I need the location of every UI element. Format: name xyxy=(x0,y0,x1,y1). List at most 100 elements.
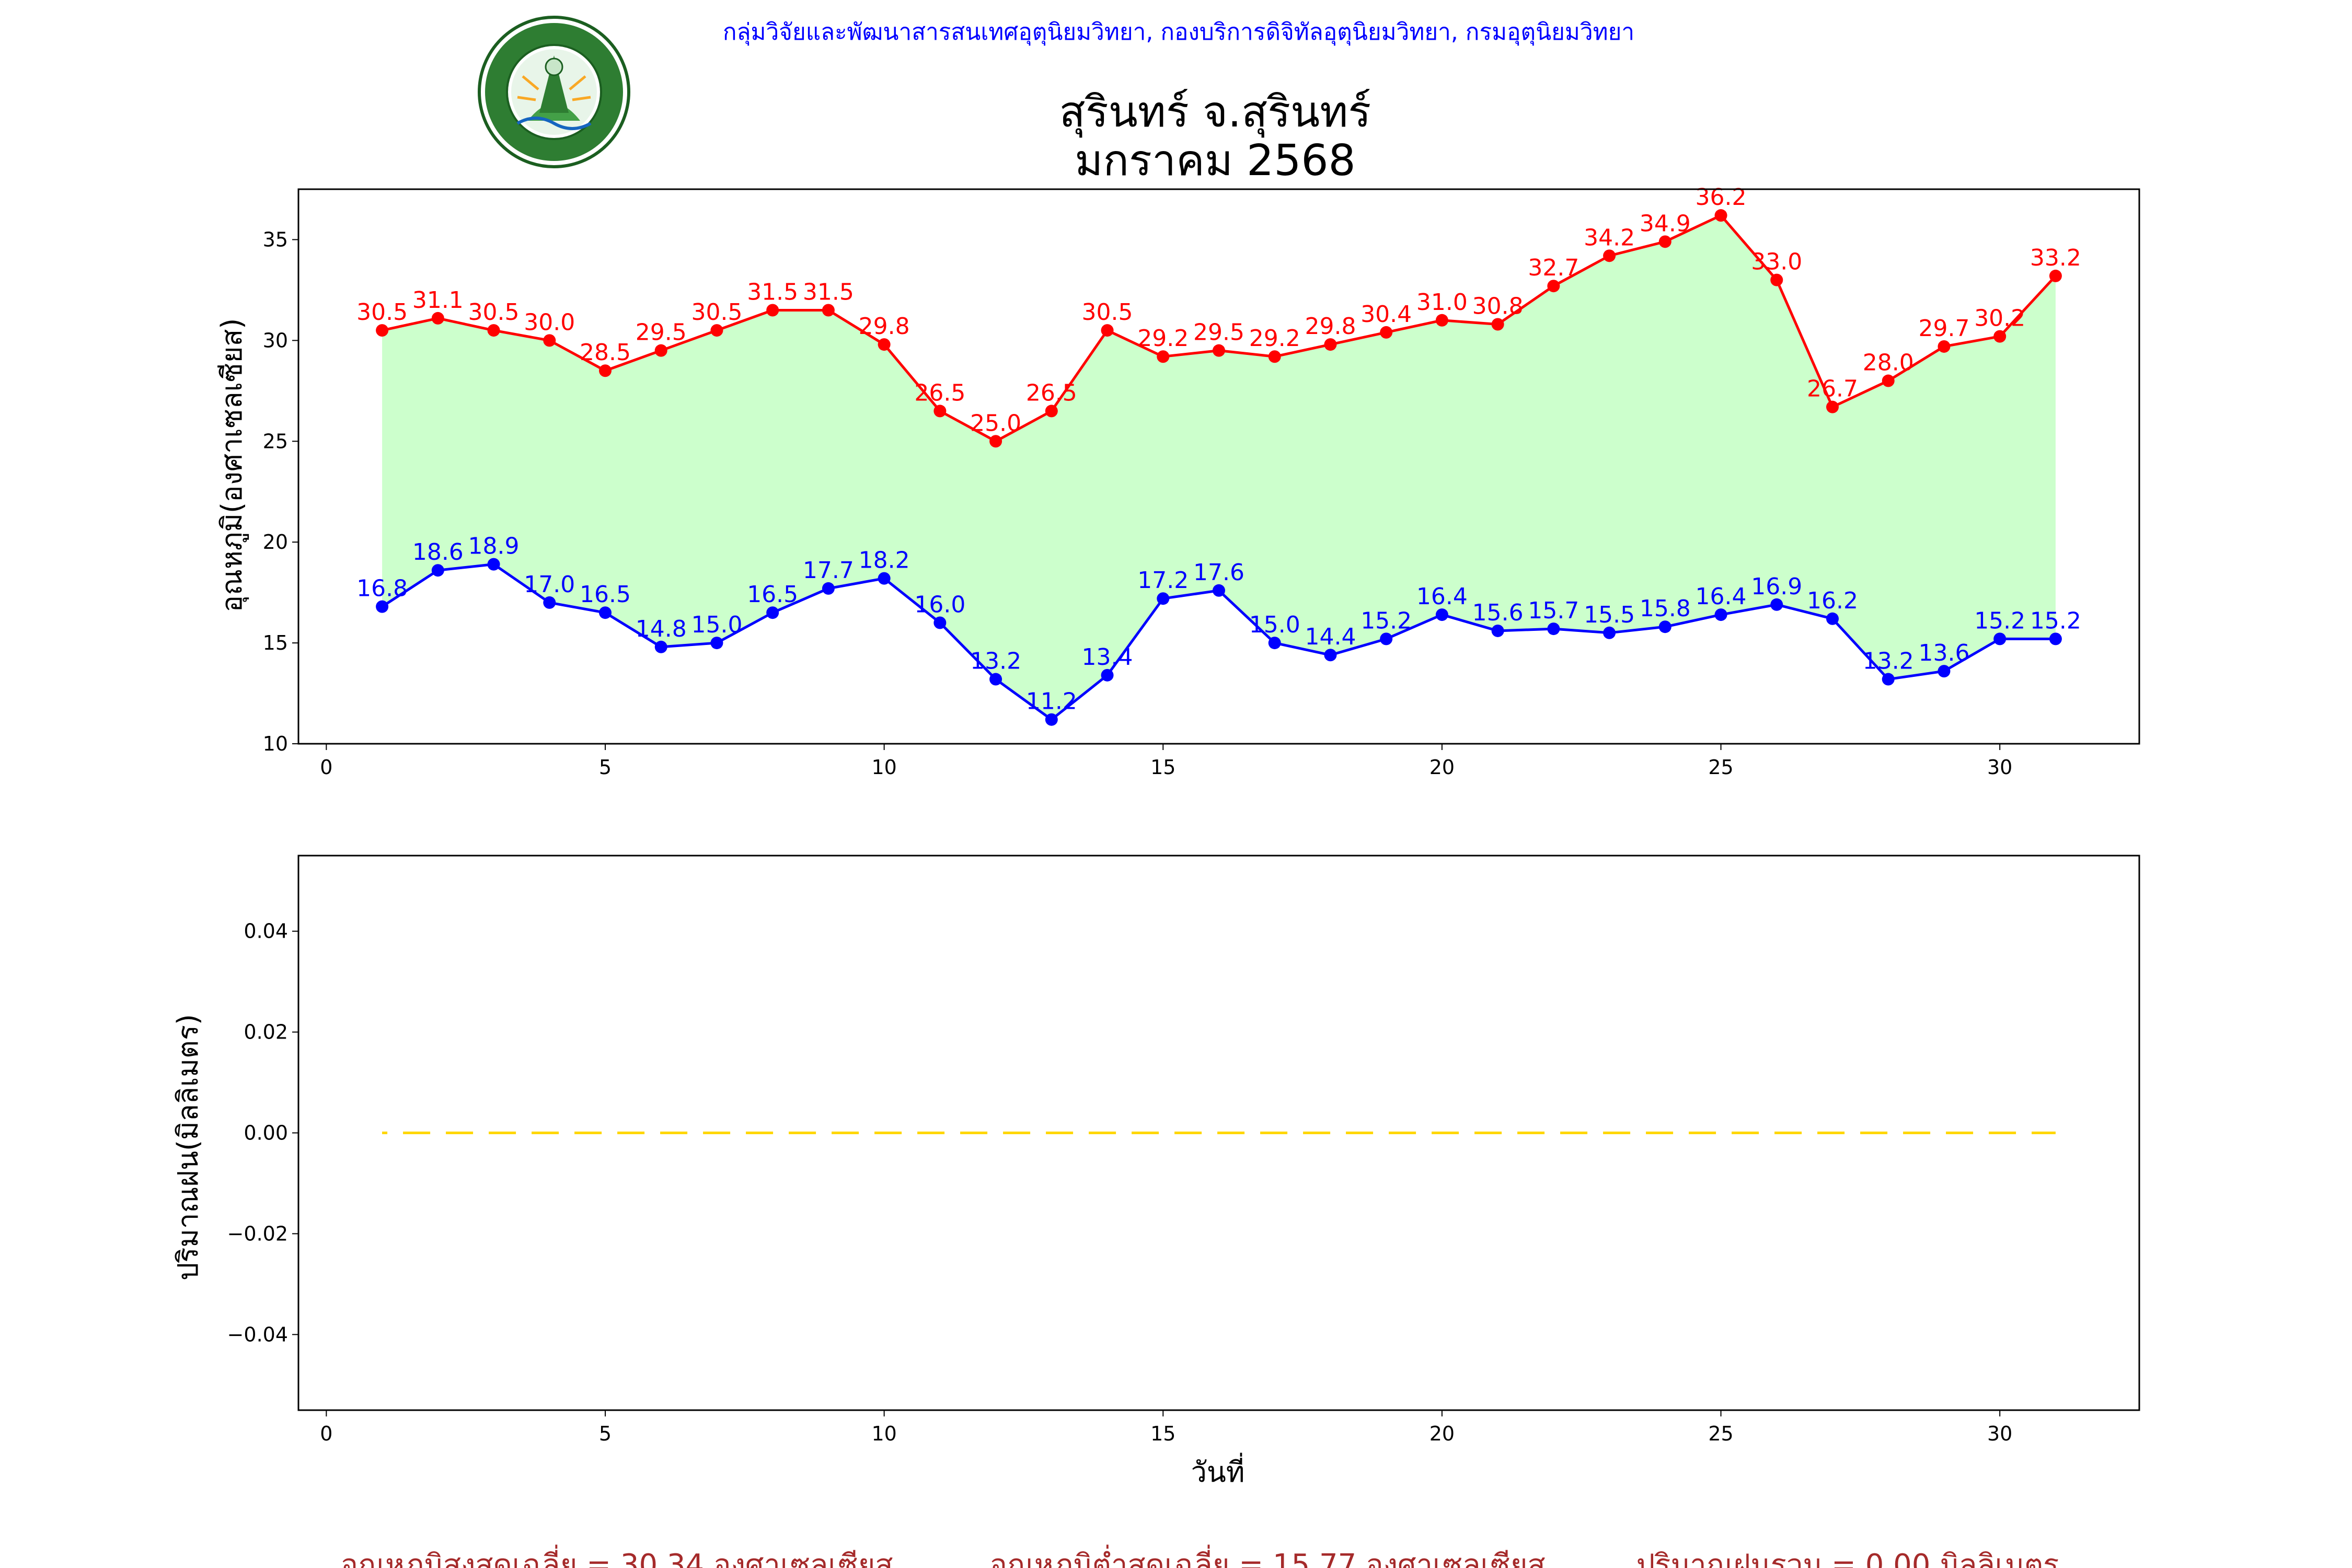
min-temp-data-label: 13.6 xyxy=(1918,640,1969,666)
y-tick-label: 0.00 xyxy=(244,1122,288,1145)
min-temp-data-label: 13.2 xyxy=(1863,648,1914,675)
min-temp-point xyxy=(1380,632,1393,645)
min-temp-point xyxy=(933,616,947,629)
min-temp-point xyxy=(1938,665,1951,678)
min-temp-data-label: 16.9 xyxy=(1751,573,1802,600)
max-temp-data-label: 28.0 xyxy=(1863,350,1914,376)
min-temp-point xyxy=(487,558,500,571)
max-temp-point xyxy=(1714,209,1727,222)
chart-title-line2: มกราคม 2568 xyxy=(1075,136,1355,186)
min-temp-data-label: 16.5 xyxy=(580,581,631,608)
max-temp-point xyxy=(1826,400,1839,413)
max-temp-point xyxy=(1380,326,1393,339)
max-temp-point xyxy=(933,405,947,418)
max-temp-point xyxy=(1603,249,1616,262)
x-tick-label: 5 xyxy=(599,756,612,779)
max-temp-point xyxy=(2049,269,2062,282)
min-temp-data-label: 18.6 xyxy=(412,539,464,566)
max-temp-data-label: 26.7 xyxy=(1807,376,1858,402)
max-temp-data-label: 30.2 xyxy=(1974,305,2025,332)
min-temp-point xyxy=(822,582,835,595)
max-temp-point xyxy=(431,312,444,325)
y-tick-label: −0.04 xyxy=(227,1323,288,1346)
max-temp-data-label: 36.2 xyxy=(1696,184,1747,211)
min-temp-data-label: 15.8 xyxy=(1640,595,1691,622)
min-temp-point xyxy=(1770,598,1783,611)
max-temp-point xyxy=(1491,318,1504,331)
max-temp-data-label: 31.5 xyxy=(803,279,854,305)
min-temp-data-label: 14.4 xyxy=(1305,624,1356,650)
x-tick-label: 0 xyxy=(320,1422,332,1445)
min-temp-point xyxy=(1603,626,1616,639)
min-temp-data-label: 14.8 xyxy=(636,616,687,642)
max-temp-point xyxy=(1045,405,1058,418)
max-temp-data-label: 33.0 xyxy=(1751,249,1802,275)
min-temp-point xyxy=(654,640,667,653)
max-temp-data-label: 30.4 xyxy=(1361,301,1412,328)
min-temp-data-label: 17.7 xyxy=(803,557,854,584)
min-temp-point xyxy=(1547,622,1560,636)
y-tick-label: 30 xyxy=(263,329,288,352)
max-temp-data-label: 32.7 xyxy=(1528,255,1579,281)
min-temp-point xyxy=(1101,668,1114,682)
avg-max-stat: อุณหภูมิสูงสุดเฉลี่ย = 30.34 องศาเซลเซีย… xyxy=(340,1544,893,1568)
max-temp-data-label: 33.2 xyxy=(2030,245,2081,271)
chart-title-line1: สุรินทร์ จ.สุรินทร์ xyxy=(1059,87,1371,138)
min-temp-data-label: 15.2 xyxy=(2030,607,2081,634)
min-temp-data-label: 18.2 xyxy=(859,547,910,574)
max-temp-point xyxy=(487,324,500,337)
min-temp-point xyxy=(1045,713,1058,726)
max-temp-point xyxy=(376,324,389,337)
min-temp-point xyxy=(1435,608,1448,621)
min-temp-point xyxy=(766,606,779,619)
min-temp-point xyxy=(1714,608,1727,621)
min-temp-data-label: 15.0 xyxy=(691,612,742,638)
min-temp-point xyxy=(1882,673,1895,686)
max-temp-point xyxy=(654,344,667,357)
logo-emblem xyxy=(478,16,630,168)
y-tick-label: 0.04 xyxy=(244,920,288,943)
max-temp-point xyxy=(543,334,556,347)
x-tick-label: 15 xyxy=(1150,1422,1175,1445)
min-temp-point xyxy=(1993,632,2007,645)
max-temp-point xyxy=(1268,350,1281,363)
x-tick-label: 5 xyxy=(599,1422,612,1445)
max-temp-point xyxy=(1324,338,1337,351)
min-temp-point xyxy=(989,673,1002,686)
min-temp-data-label: 17.2 xyxy=(1137,567,1189,594)
y-tick-label: 10 xyxy=(263,732,288,755)
x-tick-label: 15 xyxy=(1150,756,1175,779)
max-temp-point xyxy=(599,364,612,377)
credit-text: กลุ่มวิจัยและพัฒนาสารสนเทศอุตุนิยมวิทยา,… xyxy=(723,19,1634,46)
max-temp-data-label: 29.5 xyxy=(636,319,687,346)
max-temp-point xyxy=(766,304,779,317)
min-temp-data-label: 16.4 xyxy=(1696,583,1747,610)
min-temp-data-label: 17.0 xyxy=(524,571,575,598)
min-temp-data-label: 13.4 xyxy=(1082,644,1133,671)
min-temp-data-label: 15.5 xyxy=(1584,602,1635,628)
max-temp-data-label: 30.5 xyxy=(356,299,408,326)
total-rain-stat: ปริมาณฝนรวม = 0.00 มิลลิเมตร xyxy=(1636,1548,2059,1568)
y-tick-label: 0.02 xyxy=(244,1021,288,1044)
min-temp-point xyxy=(599,606,612,619)
axes-frame xyxy=(297,855,2140,1411)
max-temp-data-label: 31.0 xyxy=(1416,289,1468,316)
max-temp-data-label: 31.5 xyxy=(747,279,798,305)
min-temp-point xyxy=(710,637,723,650)
max-temp-point xyxy=(1770,273,1783,286)
max-temp-data-label: 29.5 xyxy=(1193,319,1244,346)
max-temp-data-label: 31.1 xyxy=(412,287,464,314)
min-temp-data-label: 16.2 xyxy=(1807,587,1858,614)
x-tick-label: 10 xyxy=(871,1422,896,1445)
min-temp-point xyxy=(1213,584,1225,597)
max-temp-point xyxy=(1157,350,1170,363)
max-temp-point xyxy=(1938,340,1951,353)
min-temp-data-label: 16.8 xyxy=(356,575,408,602)
max-temp-data-label: 30.5 xyxy=(691,299,742,326)
max-temp-point xyxy=(822,304,835,317)
x-tick-label: 20 xyxy=(1429,756,1455,779)
max-temp-point xyxy=(710,324,723,337)
min-temp-data-label: 11.2 xyxy=(1026,688,1077,715)
y-tick-label: 25 xyxy=(263,430,288,453)
